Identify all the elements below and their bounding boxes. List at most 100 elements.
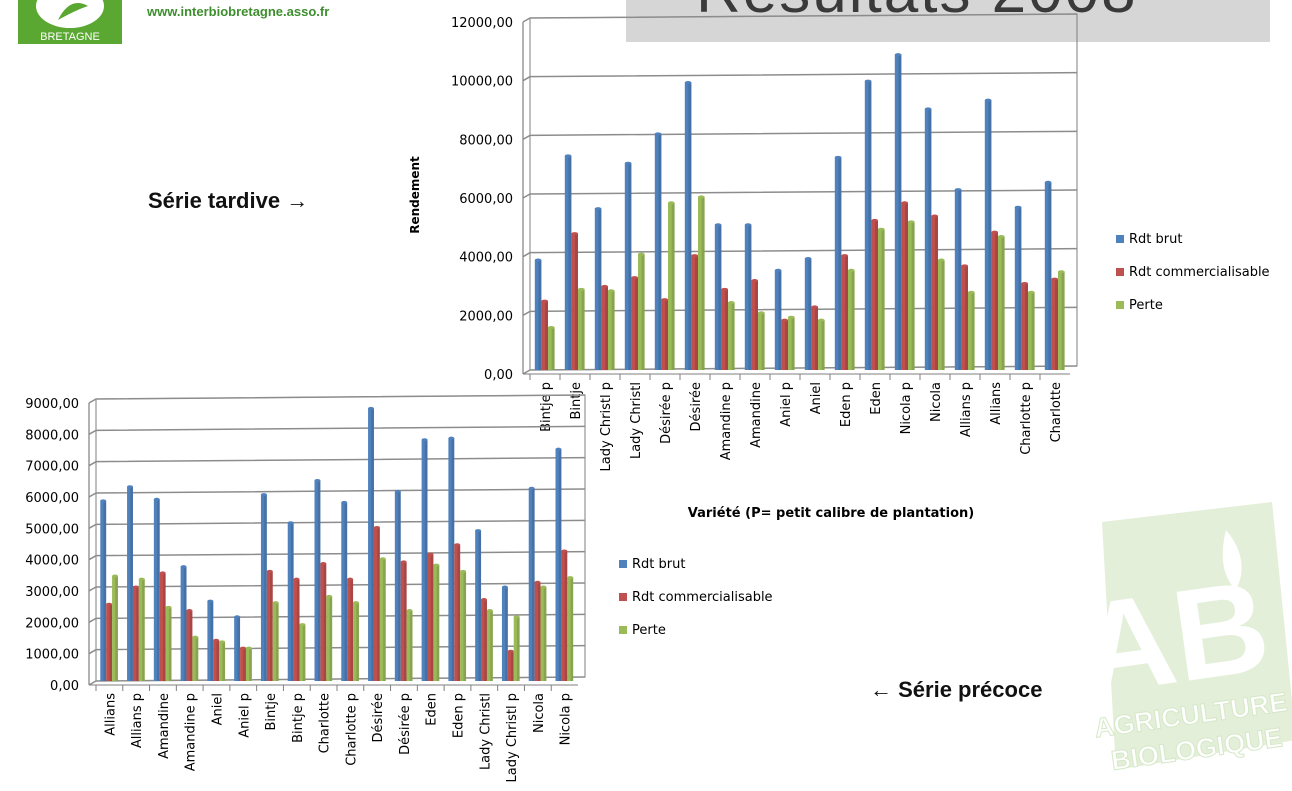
category-label: Désirée p	[398, 693, 413, 755]
bar-rdt-commercialisable	[541, 299, 548, 370]
gridline	[522, 247, 1078, 258]
y-axis-label: Rendement	[408, 156, 422, 234]
bar-rdt-commercialisable	[507, 649, 514, 681]
legend-swatch	[1116, 235, 1124, 243]
bar-rdt-brut	[834, 155, 842, 370]
website-url[interactable]: www.interbiobretagne.asso.fr	[147, 4, 330, 19]
y-tick-label: 3000,00	[25, 585, 79, 600]
ab-letters: AB	[1076, 552, 1277, 723]
bar-rdt-brut	[475, 529, 482, 681]
bar-perte	[272, 601, 279, 681]
bar-perte	[165, 605, 172, 681]
logo-bretagne-text: BRETAGNE	[40, 31, 100, 43]
bar-rdt-commercialisable	[561, 549, 568, 681]
category-label: Eden p	[839, 382, 854, 427]
category-label: Aniel	[809, 382, 824, 414]
category-label: Nicola	[929, 382, 944, 422]
bar-perte	[433, 563, 440, 681]
bar-rdt-commercialisable	[781, 318, 788, 370]
bar-perte	[192, 635, 199, 681]
bar-perte	[567, 576, 574, 681]
bar-rdt-brut	[774, 268, 782, 370]
bar-rdt-commercialisable	[132, 585, 139, 681]
title-banner: Résultats 2008	[626, 0, 1270, 42]
bar-rdt-brut	[314, 478, 321, 681]
bar-perte	[758, 311, 765, 370]
bar-perte	[728, 301, 735, 370]
y-tick-label: 6000,00	[459, 192, 513, 207]
y-tick-label: 8000,00	[459, 133, 513, 148]
category-label: Allians p	[130, 693, 145, 748]
bar-rdt-commercialisable	[1051, 277, 1058, 370]
bar-rdt-brut	[654, 132, 662, 370]
bar-perte	[1058, 270, 1065, 370]
legend-label: Rdt commercialisable	[632, 590, 773, 605]
bar-perte	[668, 201, 675, 370]
bar-rdt-commercialisable	[931, 214, 938, 370]
y-tick-label: 12000,00	[451, 16, 513, 31]
bar-perte	[998, 235, 1005, 370]
bar-perte	[608, 289, 615, 370]
bar-rdt-commercialisable	[751, 279, 758, 370]
legend-swatch	[619, 626, 627, 634]
y-tick-label: 1000,00	[25, 648, 79, 663]
bar-rdt-brut	[368, 406, 374, 681]
y-tick-label: 0,00	[484, 368, 513, 383]
interbio-logo: BRETAGNE	[18, 0, 122, 44]
bar-rdt-brut	[501, 585, 508, 681]
bar-perte	[326, 594, 333, 681]
gridline	[88, 488, 586, 498]
bar-rdt-commercialisable	[427, 552, 434, 681]
bar-rdt-brut	[954, 188, 962, 370]
bar-rdt-brut	[127, 485, 133, 681]
bar-rdt-commercialisable	[841, 254, 848, 370]
bar-rdt-brut	[564, 154, 572, 370]
legend-swatch	[619, 560, 627, 568]
category-label: Nicola p	[559, 693, 574, 745]
bar-rdt-brut	[234, 615, 241, 681]
bar-rdt-commercialisable	[601, 284, 608, 370]
category-label: Aniel	[211, 693, 226, 725]
bar-rdt-brut	[1044, 180, 1052, 370]
category-label: Bintje	[569, 382, 584, 419]
bar-rdt-brut	[528, 486, 535, 681]
category-label: Nicola	[532, 693, 547, 733]
category-label: Lady Christl	[478, 693, 493, 770]
category-label: Allians p	[959, 382, 974, 437]
legend-swatch	[1116, 301, 1124, 309]
bar-rdt-commercialisable	[293, 577, 300, 681]
bar-rdt-brut	[555, 447, 562, 681]
bar-rdt-commercialisable	[400, 560, 407, 681]
bar-rdt-brut	[744, 223, 752, 370]
y-tick-label: 7000,00	[25, 460, 79, 475]
bar-perte	[138, 577, 145, 681]
bar-rdt-brut	[684, 81, 692, 371]
bar-perte	[938, 258, 945, 370]
bar-rdt-commercialisable	[1021, 281, 1028, 370]
bar-rdt-brut	[984, 98, 992, 370]
bar-rdt-brut	[260, 493, 267, 681]
bar-rdt-commercialisable	[159, 571, 166, 681]
bar-rdt-brut	[341, 500, 348, 681]
bar-perte	[968, 290, 975, 370]
gridline	[522, 189, 1078, 199]
legend-swatch	[1116, 268, 1124, 276]
y-tick-label: 9000,00	[25, 397, 79, 412]
bar-rdt-brut	[153, 497, 160, 681]
bar-rdt-commercialisable	[213, 638, 220, 681]
bar-perte	[548, 325, 555, 370]
category-label: Amandine	[749, 382, 764, 448]
legend-label: Rdt brut	[1129, 232, 1182, 247]
y-tick-label: 4000,00	[459, 251, 513, 266]
bar-rdt-brut	[864, 79, 872, 371]
y-tick-label: 10000,00	[451, 75, 513, 90]
bar-perte	[406, 609, 413, 681]
category-label: Désirée	[689, 382, 704, 431]
bar-perte	[818, 318, 825, 370]
gridline	[522, 71, 1078, 82]
bar-perte	[1028, 290, 1035, 370]
gridline	[88, 550, 586, 561]
bar-rdt-commercialisable	[186, 609, 193, 681]
category-label: Amandine p	[719, 382, 734, 460]
